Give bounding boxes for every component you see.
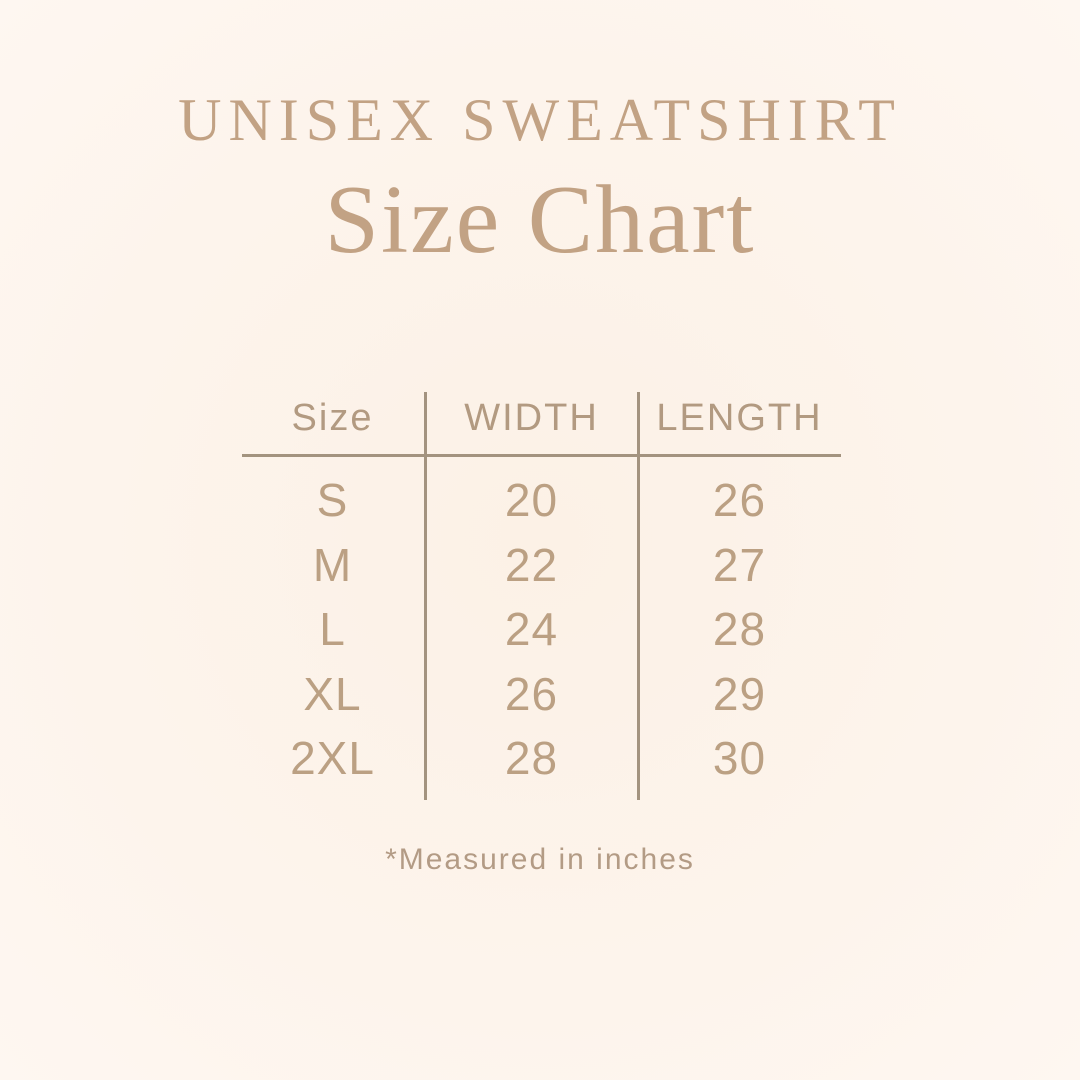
page-title: UNISEX SWEATSHIRT xyxy=(178,87,902,153)
table-row: L 24 28 xyxy=(240,597,841,662)
cell-length: 27 xyxy=(712,538,767,591)
table-header-row: Size WIDTH LENGTH xyxy=(240,385,841,451)
table-body: S 20 26 M 22 27 L 24 28 XL 26 29 2XL 28 xyxy=(240,468,841,791)
header-cell-size: Size xyxy=(291,397,374,439)
table-row: XL 26 29 xyxy=(240,662,841,727)
cell-width: 22 xyxy=(504,538,559,591)
cell-length: 30 xyxy=(712,732,767,785)
table-row: 2XL 28 30 xyxy=(240,726,841,791)
header-cell-length: LENGTH xyxy=(656,397,823,439)
cell-width: 24 xyxy=(504,603,559,656)
cell-width: 28 xyxy=(504,732,559,785)
column-divider-line xyxy=(424,392,427,800)
header-rule-line xyxy=(242,454,841,457)
cell-length: 29 xyxy=(712,667,767,720)
measurement-footnote: *Measured in inches xyxy=(385,843,695,876)
table-row: M 22 27 xyxy=(240,533,841,598)
page-subtitle: Size Chart xyxy=(324,166,756,274)
cell-size: L xyxy=(319,603,346,656)
table-row: S 20 26 xyxy=(240,468,841,533)
cell-width: 26 xyxy=(504,667,559,720)
cell-length: 26 xyxy=(712,474,767,527)
cell-size: 2XL xyxy=(290,732,375,785)
column-divider-line xyxy=(637,392,640,800)
cell-size: XL xyxy=(303,667,362,720)
header-cell-width: WIDTH xyxy=(464,397,599,439)
size-table: Size WIDTH LENGTH S 20 26 M 22 27 L 24 2… xyxy=(240,385,841,800)
cell-length: 28 xyxy=(712,603,767,656)
cell-size: S xyxy=(316,474,349,527)
cell-width: 20 xyxy=(504,474,559,527)
cell-size: M xyxy=(312,538,353,591)
